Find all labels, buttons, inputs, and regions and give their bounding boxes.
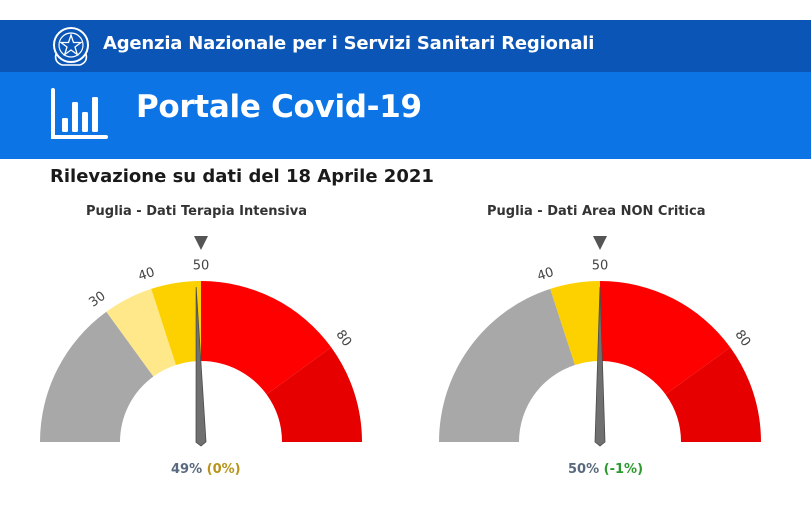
gauge-tick-label: 40 [136,265,156,284]
gauge-tick-label: 80 [731,327,753,349]
threshold-marker-icon [194,236,208,250]
gauge-tick-label: 80 [332,327,354,349]
gauge-band-80-100 [665,347,761,442]
gauge-tick-label: 40 [535,265,555,284]
value-percent: 50% [568,462,600,477]
gauge-band-0-30 [40,311,154,442]
delta-percent: (-1%) [603,462,644,477]
gauge-tick-label: 30 [86,289,108,311]
gauge-band-40-50 [151,281,201,365]
agency-title: Agenzia Nazionale per i Servizi Sanitari… [103,33,595,54]
agency-header-bar: Agenzia Nazionale per i Servizi Sanitari… [0,20,811,72]
survey-date-heading: Rilevazione su dati del 18 Aprile 2021 [50,166,434,187]
gauge-band-30-40 [106,288,176,377]
gauge-band-50-80 [600,281,731,395]
gauge-needle [594,286,606,447]
portal-header-bar: Portale Covid-19 [0,72,811,159]
gauge-band-40-50 [550,281,600,365]
value-percent: 49% [171,462,203,477]
reading-non-critical-area: 50% (-1%) [568,462,643,477]
gauge-tick-label: 50 [193,259,210,274]
portal-title: Portale Covid-19 [136,89,422,125]
gauge-needle [195,287,207,447]
delta-percent: (0%) [206,462,241,477]
bar-chart-icon [51,88,108,139]
reading-intensive-care: 49% (0%) [171,462,241,477]
gauge-tick-label: 50 [592,259,609,274]
gauges-canvas: 30 40 50 80 40 50 80 [40,236,761,447]
threshold-marker-icon [593,236,607,250]
gauge-title-intensive-care: Puglia - Dati Terapia Intensiva [86,204,307,219]
italian-republic-emblem-icon [53,27,89,66]
gauge-band-50-80 [201,281,332,395]
gauge-band-0-40 [439,288,575,442]
gauge-band-80-100 [266,347,362,442]
gauge-title-non-critical-area: Puglia - Dati Area NON Critica [487,204,706,219]
